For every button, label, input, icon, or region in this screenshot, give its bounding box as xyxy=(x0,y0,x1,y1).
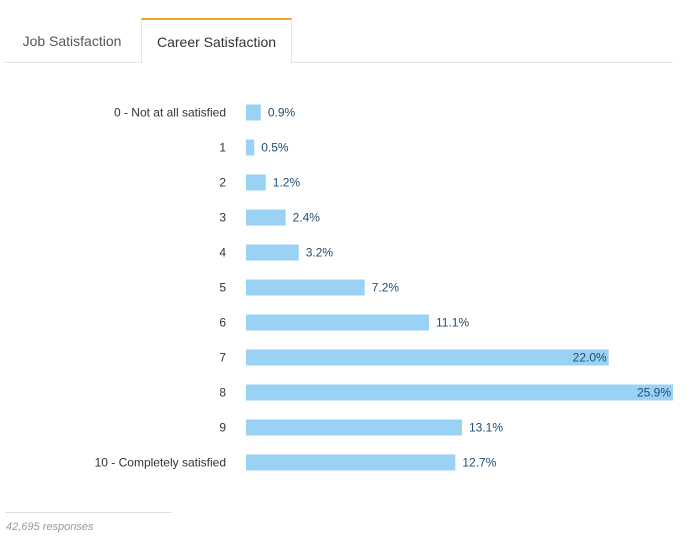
bar xyxy=(246,139,255,156)
bars-layer: 0 - Not at all satisfied 0.9% 1 0.5% 2 1.2% 3 2… xyxy=(95,104,673,471)
value-label: 22.0% xyxy=(573,351,607,365)
category-label: 9 xyxy=(219,421,226,435)
bar xyxy=(246,209,286,226)
value-label: 1.2% xyxy=(273,176,301,190)
value-label: 7.2% xyxy=(372,281,400,295)
category-label: 3 xyxy=(219,211,226,225)
value-label: 13.1% xyxy=(469,421,503,435)
bar xyxy=(246,104,261,121)
value-label: 3.2% xyxy=(306,246,334,260)
category-label: 4 xyxy=(219,246,226,260)
bar xyxy=(246,419,462,436)
bar xyxy=(246,454,456,471)
value-label: 0.9% xyxy=(268,106,296,120)
bar xyxy=(246,349,609,366)
category-label: 2 xyxy=(219,176,226,190)
category-label: 5 xyxy=(219,281,226,295)
category-label: 6 xyxy=(219,316,226,330)
response-count: 42,695 responses xyxy=(6,521,94,533)
value-label: 2.4% xyxy=(293,211,321,225)
tab-career-satisfaction[interactable]: Career Satisfaction xyxy=(141,18,292,63)
bar xyxy=(246,174,266,191)
value-label: 25.9% xyxy=(637,386,671,400)
category-label: 8 xyxy=(219,386,226,400)
tab-bar: Job Satisfaction Career Satisfaction xyxy=(5,18,673,63)
category-label: 0 - Not at all satisfied xyxy=(114,106,226,120)
bar xyxy=(246,244,299,261)
footer-divider xyxy=(5,512,172,513)
bar xyxy=(246,279,365,296)
category-label: 10 - Completely satisfied xyxy=(95,456,226,470)
category-label: 1 xyxy=(219,141,226,155)
bar xyxy=(246,314,429,331)
value-label: 0.5% xyxy=(261,141,289,155)
bar xyxy=(246,384,673,401)
value-label: 11.1% xyxy=(436,316,469,330)
tab-job-satisfaction[interactable]: Job Satisfaction xyxy=(22,33,122,49)
category-label: 7 xyxy=(219,351,226,365)
value-label: 12.7% xyxy=(462,456,496,470)
